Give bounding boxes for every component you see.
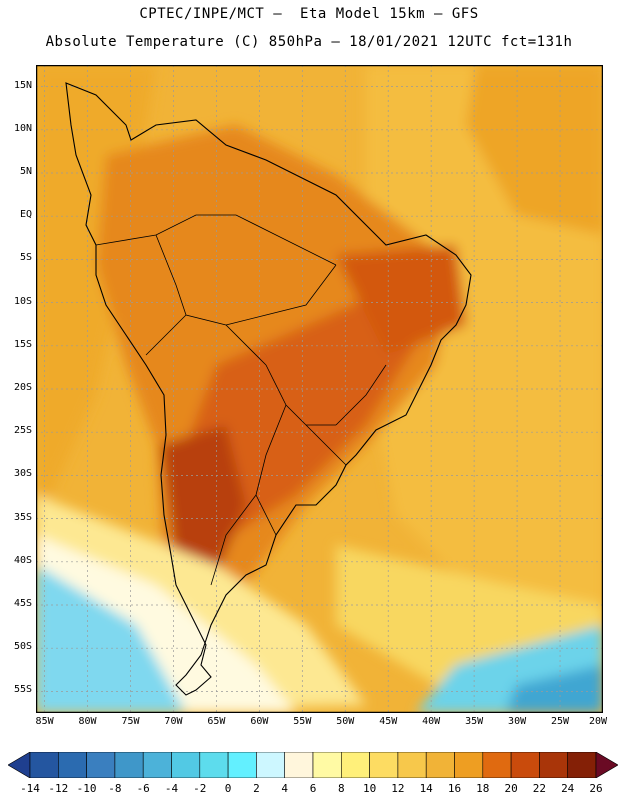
- colorbar-swatch: [227, 752, 257, 778]
- lon-tick-label: 25W: [551, 716, 570, 727]
- colorbar-swatch: [29, 752, 59, 778]
- lon-tick-label: 70W: [164, 716, 183, 727]
- colorbar-tick-label: -8: [108, 782, 122, 795]
- lat-tick-label: 15S: [13, 338, 32, 350]
- colorbar-tick-label: 20: [504, 782, 518, 795]
- lon-tick-label: 75W: [121, 716, 140, 727]
- lon-tick-label: 80W: [78, 716, 97, 727]
- colorbar-swatch: [510, 752, 540, 778]
- lat-tick-label: 40S: [13, 554, 32, 566]
- colorbar-swatch: [284, 752, 314, 778]
- lat-tick-label: 30S: [13, 468, 32, 480]
- colorbar-tick-label: -2: [193, 782, 207, 795]
- colorbar-swatch: [86, 752, 116, 778]
- colorbar-swatch: [397, 752, 427, 778]
- colorbar-tick-label: -6: [136, 782, 150, 795]
- field-southeast-blue: [506, 665, 603, 713]
- lon-tick-label: 45W: [379, 716, 398, 727]
- colorbar-swatch: [482, 752, 512, 778]
- south-america-coastline: [65, 82, 472, 696]
- lon-tick-label: 30W: [508, 716, 527, 727]
- lon-tick-label: 40W: [422, 716, 441, 727]
- lat-tick-label: 55S: [13, 684, 32, 696]
- lat-tick-label: 15N: [13, 79, 32, 91]
- colorbar-swatch: [425, 752, 455, 778]
- colorbar-max-arrow: [595, 752, 618, 778]
- field-northeast-hot: [336, 245, 466, 355]
- colorbar-tick-label: 18: [476, 782, 490, 795]
- lon-tick-label: 60W: [250, 716, 269, 727]
- colorbar-swatch: [171, 752, 201, 778]
- lat-tick-label: 5S: [19, 252, 32, 264]
- colorbar-tick-label: 8: [337, 782, 345, 795]
- colorbar-tick-label: 0: [224, 782, 232, 795]
- field-andes-hot: [161, 425, 246, 575]
- colorbar-swatch: [114, 752, 144, 778]
- colorbar-swatch: [340, 752, 370, 778]
- colorbar-tick-label: 12: [391, 782, 405, 795]
- field-north-atlantic: [466, 65, 603, 235]
- colorbar-tick-label: 28: [609, 782, 618, 795]
- title-line-1: CPTEC/INPE/MCT – Eta Model 15km – GFS: [139, 6, 479, 22]
- lon-tick-label: 55W: [293, 716, 312, 727]
- colorbar-tick-label: 16: [447, 782, 462, 795]
- colorbar-tick-label: -4: [164, 782, 179, 795]
- lat-tick-label: 20S: [13, 382, 32, 393]
- map-border: [36, 65, 603, 713]
- lat-tick-label: 45S: [13, 598, 32, 609]
- colorbar-tick-label: 2: [253, 782, 260, 795]
- lat-lon-grid: [36, 65, 603, 713]
- lon-tick-label: 85W: [35, 716, 54, 727]
- title-line-2: Absolute Temperature (C) 850hPa – 18/01/…: [45, 34, 573, 50]
- colorbar-swatch: [142, 752, 172, 778]
- colorbar-swatch: [454, 752, 484, 778]
- lon-tick-label: 65W: [207, 716, 226, 727]
- colorbar-swatch: [369, 752, 399, 778]
- colorbar-swatch: [256, 752, 285, 778]
- colorbar-tick-label: -14: [20, 782, 40, 795]
- colorbar-tick-label: 14: [419, 782, 433, 795]
- lon-tick-label: 50W: [336, 716, 355, 727]
- lat-tick-label: 35S: [13, 511, 32, 523]
- lat-tick-label: 10N: [13, 122, 32, 134]
- colorbar-swatch: [199, 752, 229, 778]
- colorbar-tick-label: 6: [309, 782, 317, 795]
- field-south-cyan: [36, 565, 186, 713]
- colorbar-swatch: [312, 752, 342, 778]
- colorbar-tick-label: 10: [362, 782, 377, 795]
- colorbar: [8, 752, 618, 778]
- colorbar-tick-label: 22: [532, 782, 547, 795]
- colorbar-swatch: [57, 752, 87, 778]
- colorbar-tick-label: 26: [589, 782, 603, 795]
- colorbar-swatch: [539, 752, 569, 778]
- lat-tick-label: 10S: [13, 295, 32, 307]
- lon-tick-label: 20W: [588, 716, 608, 727]
- temperature-map: [36, 65, 603, 713]
- colorbar-min-arrow: [8, 752, 31, 778]
- colorbar-tick-label: -10: [76, 782, 97, 795]
- lon-tick-label: 35W: [465, 716, 484, 727]
- lat-tick-label: 25S: [13, 425, 32, 437]
- lat-tick-label: 5N: [19, 166, 32, 177]
- lat-tick-label: 50S: [13, 641, 32, 653]
- colorbar-swatch: [567, 752, 597, 778]
- country-borders: [95, 214, 387, 586]
- lat-tick-label: EQ: [19, 209, 32, 221]
- colorbar-tick-label: 24: [561, 782, 575, 795]
- colorbar-tick-label: -12: [48, 782, 69, 795]
- colorbar-tick-label: 4: [281, 782, 288, 795]
